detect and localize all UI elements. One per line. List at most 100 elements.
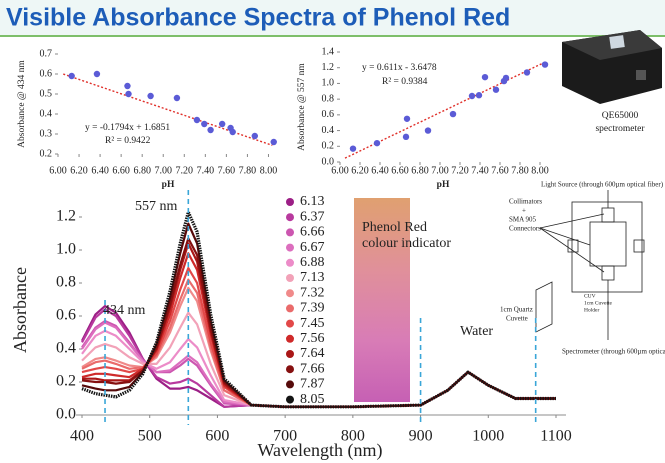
x-tick-label: 700	[273, 428, 297, 445]
x-tick-label: 600	[205, 428, 229, 445]
x-tick-label: 8.00	[260, 165, 278, 176]
x-tick-label: 7.20	[451, 165, 469, 176]
legend-label: 6.88	[300, 255, 325, 270]
y-tick-label: 0.3	[40, 128, 53, 139]
data-point	[373, 139, 381, 147]
device-label: QE65000	[602, 111, 639, 121]
title-band	[0, 0, 665, 36]
y-tick-label: 0.7	[40, 48, 53, 59]
legend-label: 6.67	[300, 240, 325, 255]
legend-label: 7.87	[300, 377, 325, 392]
diagram-label: Cuvette	[506, 315, 528, 323]
x-axis-title: pH	[437, 180, 450, 190]
data-point	[124, 82, 131, 90]
x-tick-label: 8.00	[531, 165, 549, 176]
legend-swatch	[286, 243, 294, 252]
diagram-label: Collimators	[509, 198, 542, 206]
legend-label: 7.39	[300, 301, 325, 316]
legend-label: 7.64	[300, 346, 325, 361]
x-tick-label: 7.40	[471, 165, 489, 176]
data-point	[251, 132, 258, 140]
x-tick-label: 1000	[472, 428, 504, 445]
x-tick-label: 6.60	[112, 165, 130, 176]
y-tick-label: 0.5	[40, 88, 53, 99]
y-tick-label: 0.4	[322, 125, 335, 136]
data-point	[207, 126, 214, 134]
x-tick-label: 7.60	[491, 165, 509, 176]
y-tick-label: 1.0	[322, 78, 335, 89]
data-point	[193, 116, 201, 124]
legend-swatch	[286, 319, 294, 328]
legend-label: 7.45	[300, 316, 325, 331]
legend-swatch	[286, 350, 294, 358]
legend-swatch	[286, 395, 294, 404]
legend-label: 7.66	[300, 361, 325, 376]
y-tick-label: 1.4	[322, 46, 335, 57]
x-tick-label: 6.20	[351, 165, 369, 176]
data-point	[218, 120, 226, 128]
legend-swatch	[286, 289, 294, 298]
x-tick-label: 400	[70, 428, 94, 445]
y-tick-label: 0.2	[322, 141, 335, 152]
y-tick-label: 0.0	[56, 406, 76, 423]
legend-swatch	[286, 258, 294, 267]
legend-swatch	[286, 274, 294, 282]
legend-title: colour indicator	[362, 236, 451, 251]
data-point	[468, 92, 476, 100]
x-tick-label: 7.60	[218, 165, 236, 176]
legend-label: 6.37	[300, 209, 325, 224]
data-point	[403, 115, 411, 122]
trendline-r2: R² = 0.9422	[105, 136, 151, 146]
x-tick-label: 7.40	[197, 165, 215, 176]
diagram-label: +	[522, 207, 526, 215]
trendline-equation: y = -0.1794x + 1.6851	[85, 123, 170, 133]
diagram-label: SMA 905	[509, 216, 537, 224]
trendline-equation: y = 0.611x - 3.6478	[362, 63, 437, 73]
legend-swatch	[286, 365, 294, 374]
trendline-r2: R² = 0.9384	[382, 77, 428, 87]
y-tick-label: 0.0	[322, 156, 335, 167]
trendline	[63, 73, 273, 147]
y-tick-label: 1.2	[56, 208, 76, 225]
data-point	[125, 90, 132, 98]
legend-label: 7.56	[300, 331, 325, 346]
diagram-label: Light Source (through 600µm optical fibe…	[541, 181, 664, 189]
x-tick-label: 6.80	[133, 165, 151, 176]
colour-gradient	[354, 198, 410, 402]
annotation: Water	[460, 324, 493, 339]
data-point	[449, 110, 457, 118]
legend-swatch	[286, 304, 294, 313]
diagram-label: 1cm Quartz	[500, 306, 533, 314]
data-point	[349, 145, 357, 152]
device-photo	[562, 30, 662, 104]
x-tick-label: 6.60	[391, 165, 409, 176]
x-tick-label: 7.80	[239, 165, 257, 176]
y-tick-label: 1.0	[56, 241, 76, 258]
x-tick-label: 7.00	[154, 165, 172, 176]
y-tick-label: 0.2	[40, 148, 53, 159]
y-tick-label: 0.4	[40, 108, 53, 119]
annotation: 557 nm	[135, 199, 178, 214]
page-title: Visible Absorbance Spectra of Phenol Red	[6, 4, 510, 32]
x-tick-label: 500	[138, 428, 162, 445]
diagram-label: CUV	[584, 293, 596, 299]
data-point	[93, 70, 101, 78]
x-tick-label: 900	[409, 428, 433, 445]
x-tick-label: 7.00	[431, 165, 449, 176]
y-tick-label: 0.8	[56, 274, 76, 291]
x-tick-label: 7.20	[176, 165, 194, 176]
x-tick-label: 6.40	[371, 165, 389, 176]
x-tick-label: 1100	[540, 428, 571, 445]
legend-label: 7.13	[300, 270, 325, 285]
y-tick-label: 0.8	[322, 93, 335, 104]
diagram-label: Holder	[584, 307, 599, 313]
diagram-label: Connectors	[509, 225, 541, 233]
data-point	[523, 69, 531, 76]
y-tick-label: 0.4	[56, 340, 76, 357]
spectrum-line	[81, 222, 556, 408]
data-point	[481, 73, 489, 81]
legend-swatch	[286, 334, 294, 343]
data-point	[68, 72, 75, 80]
